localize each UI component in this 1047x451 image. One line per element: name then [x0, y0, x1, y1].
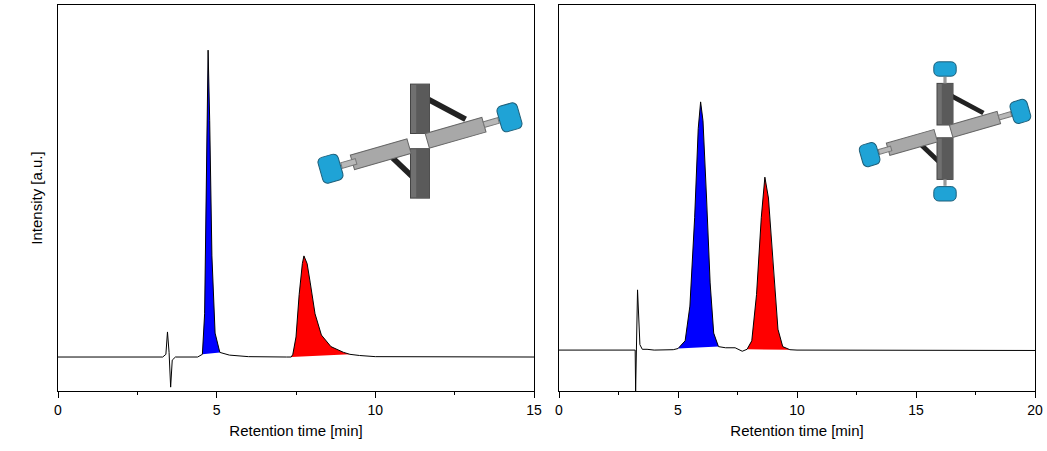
svg-text:5: 5 [213, 402, 221, 418]
svg-text:0: 0 [555, 402, 563, 418]
svg-text:Intensity [a.u.]: Intensity [a.u.] [28, 151, 45, 244]
svg-text:10: 10 [789, 402, 805, 418]
svg-text:Retention time [min]: Retention time [min] [229, 422, 362, 439]
svg-text:15: 15 [526, 402, 542, 418]
svg-text:Retention time [min]: Retention time [min] [730, 422, 863, 439]
svg-text:5: 5 [674, 402, 682, 418]
svg-text:10: 10 [368, 402, 384, 418]
svg-text:0: 0 [54, 402, 62, 418]
svg-text:20: 20 [1027, 402, 1043, 418]
svg-text:15: 15 [908, 402, 924, 418]
